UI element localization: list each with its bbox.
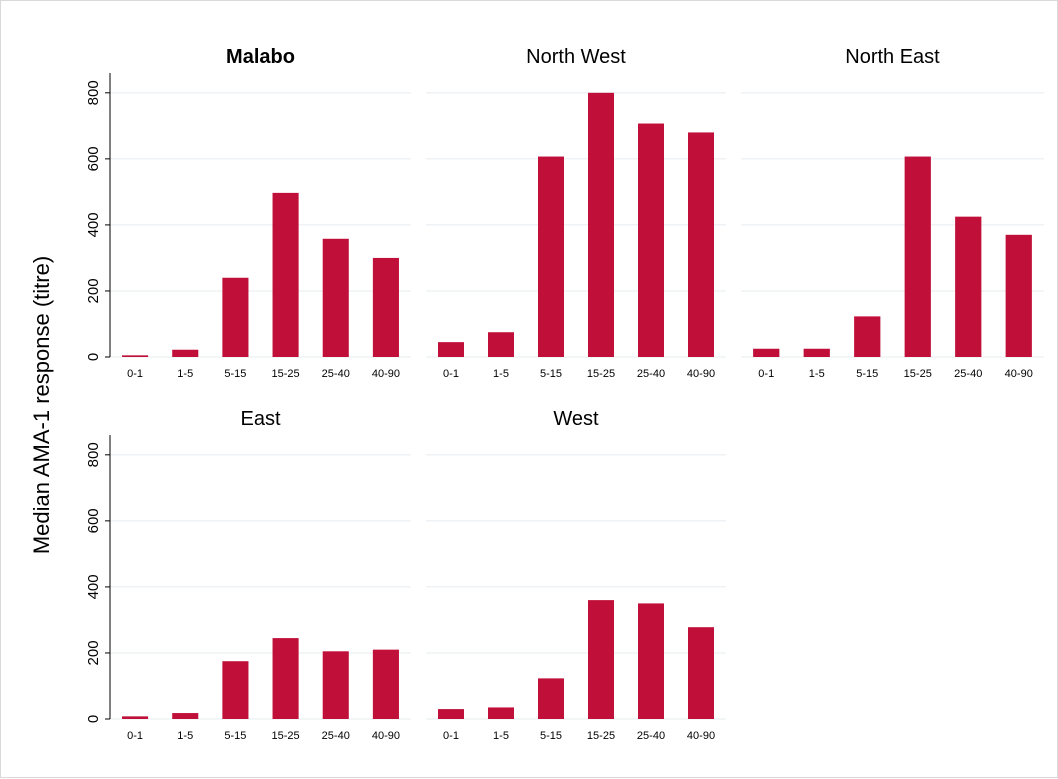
- x-tick-label-east-15-25: 15-25: [272, 730, 300, 742]
- bar-north-east-15-25: [904, 156, 931, 357]
- east-y-tick-label-400: 400: [85, 574, 102, 599]
- x-tick-label-north-east-0-1: 0-1: [758, 368, 774, 380]
- bar-west-15-25: [588, 600, 614, 719]
- x-tick-label-north-east-5-15: 5-15: [856, 368, 878, 380]
- x-tick-label-east-1-5: 1-5: [177, 730, 193, 742]
- bar-east-25-40: [322, 651, 349, 719]
- east-y-tick-label-800: 800: [85, 442, 102, 467]
- panel-title-malabo: Malabo: [226, 46, 295, 68]
- malabo-y-tick-label-400: 400: [85, 212, 102, 237]
- east-y-tick-label-0: 0: [85, 715, 102, 723]
- bar-west-1-5: [488, 707, 514, 719]
- x-tick-label-west-0-1: 0-1: [443, 730, 459, 742]
- bar-west-5-15: [538, 678, 564, 719]
- bar-malabo-15-25: [272, 192, 299, 357]
- bar-malabo-0-1: [122, 355, 149, 357]
- bar-east-15-25: [272, 638, 299, 719]
- x-tick-label-north-east-15-25: 15-25: [904, 368, 932, 380]
- bar-north-west-25-40: [638, 123, 664, 358]
- x-tick-label-east-5-15: 5-15: [224, 730, 246, 742]
- x-tick-label-malabo-15-25: 15-25: [272, 368, 300, 380]
- bar-east-40-90: [372, 649, 399, 719]
- x-tick-label-north-west-0-1: 0-1: [443, 368, 459, 380]
- bar-west-0-1: [438, 709, 464, 719]
- bar-east-5-15: [222, 661, 249, 719]
- malabo-y-tick-label-0: 0: [85, 353, 102, 361]
- x-tick-label-west-25-40: 25-40: [637, 730, 665, 742]
- x-tick-label-north-west-40-90: 40-90: [687, 368, 715, 380]
- bar-north-west-40-90: [688, 132, 714, 357]
- x-tick-label-malabo-25-40: 25-40: [322, 368, 350, 380]
- bar-north-west-15-25: [588, 92, 614, 357]
- x-tick-label-malabo-5-15: 5-15: [224, 368, 246, 380]
- x-tick-label-west-5-15: 5-15: [540, 730, 562, 742]
- panel-title-west: West: [553, 408, 599, 430]
- bar-north-east-40-90: [1005, 234, 1032, 357]
- x-tick-label-east-0-1: 0-1: [127, 730, 143, 742]
- bar-north-east-0-1: [753, 348, 780, 357]
- x-tick-label-north-west-25-40: 25-40: [637, 368, 665, 380]
- bar-north-east-25-40: [955, 216, 982, 357]
- malabo-y-tick-label-600: 600: [85, 146, 102, 171]
- x-tick-label-east-40-90: 40-90: [372, 730, 400, 742]
- malabo-y-tick-label-200: 200: [85, 278, 102, 303]
- y-axis-label: Median AMA-1 response (titre): [29, 256, 54, 554]
- bar-malabo-40-90: [372, 257, 399, 357]
- x-tick-label-north-west-15-25: 15-25: [587, 368, 615, 380]
- east-y-tick-label-200: 200: [85, 640, 102, 665]
- bar-east-0-1: [122, 716, 149, 719]
- east-y-tick-label-600: 600: [85, 508, 102, 533]
- panel-title-north-west: North West: [526, 46, 626, 68]
- x-tick-label-east-25-40: 25-40: [322, 730, 350, 742]
- x-tick-label-west-15-25: 15-25: [587, 730, 615, 742]
- malabo-y-tick-label-800: 800: [85, 80, 102, 105]
- bar-malabo-1-5: [172, 349, 199, 357]
- bar-north-west-0-1: [438, 342, 464, 357]
- bar-north-west-1-5: [488, 332, 514, 357]
- bar-north-east-1-5: [803, 348, 830, 357]
- x-tick-label-west-1-5: 1-5: [493, 730, 509, 742]
- bar-north-east-5-15: [854, 316, 881, 357]
- bar-malabo-5-15: [222, 277, 249, 357]
- x-tick-label-malabo-40-90: 40-90: [372, 368, 400, 380]
- bar-north-west-5-15: [538, 156, 564, 357]
- bar-east-1-5: [172, 713, 199, 719]
- x-tick-label-north-east-40-90: 40-90: [1005, 368, 1033, 380]
- x-tick-label-west-40-90: 40-90: [687, 730, 715, 742]
- panel-title-east: East: [240, 408, 280, 430]
- x-tick-label-north-west-1-5: 1-5: [493, 368, 509, 380]
- x-tick-label-north-west-5-15: 5-15: [540, 368, 562, 380]
- panel-title-north-east: North East: [845, 46, 940, 68]
- bar-west-25-40: [638, 603, 664, 719]
- x-tick-label-malabo-1-5: 1-5: [177, 368, 193, 380]
- x-tick-label-malabo-0-1: 0-1: [127, 368, 143, 380]
- x-tick-label-north-east-1-5: 1-5: [809, 368, 825, 380]
- bar-west-40-90: [688, 627, 714, 719]
- x-tick-label-north-east-25-40: 25-40: [954, 368, 982, 380]
- bar-malabo-25-40: [322, 238, 349, 357]
